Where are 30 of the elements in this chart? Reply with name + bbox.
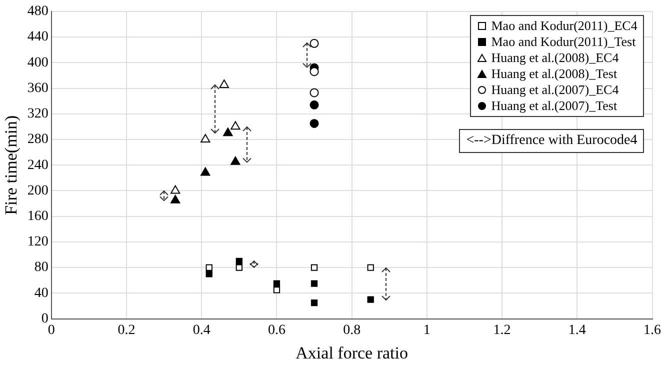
legend-label: Mao and Kodur(2011)_Test — [491, 34, 636, 50]
y-tick-label: 480 — [27, 4, 48, 20]
legend-label: Huang et al.(2008)_Test — [491, 66, 618, 82]
x-tick-label: 1.4 — [568, 322, 586, 338]
y-tick-label: 280 — [27, 132, 48, 148]
y-tick-label: 0 — [41, 311, 48, 326]
y-tick-label: 80 — [34, 260, 48, 276]
y-tick-label: 320 — [27, 106, 48, 122]
x-tick-label: 0.2 — [118, 322, 136, 338]
y-tick-label: 400 — [27, 55, 48, 70]
x-tick-label: 0.4 — [192, 322, 210, 338]
y-tick-label: 120 — [27, 234, 48, 250]
x-tick-label: 1.2 — [493, 322, 511, 338]
y-tick-label: 40 — [34, 286, 48, 301]
legend-label: Huang et al.(2008)_EC4 — [491, 50, 619, 66]
legend-label: Huang et al.(2007)_EC4 — [491, 82, 619, 98]
y-tick-label: 160 — [27, 209, 48, 224]
annotation: <-->Diffrence with Eurocode4 — [459, 129, 644, 153]
legend-label: Mao and Kodur(2011)_EC4 — [491, 18, 638, 34]
x-tick-label: 0.6 — [268, 322, 286, 338]
y-tick-label: 440 — [27, 30, 48, 45]
x-tick-label: 0.8 — [343, 322, 361, 338]
y-axis-title: Fire time(min) — [2, 115, 21, 215]
y-tick-label: 240 — [27, 158, 48, 173]
y-tick-label: 360 — [27, 80, 48, 96]
x-axis-title: Axial force ratio — [296, 343, 408, 362]
x-tick-label: 1.6 — [644, 322, 661, 338]
y-tick-label: 200 — [27, 183, 48, 198]
legend-label: Huang et al.(2007)_Test — [491, 98, 618, 114]
x-tick-label: 1 — [423, 322, 430, 338]
